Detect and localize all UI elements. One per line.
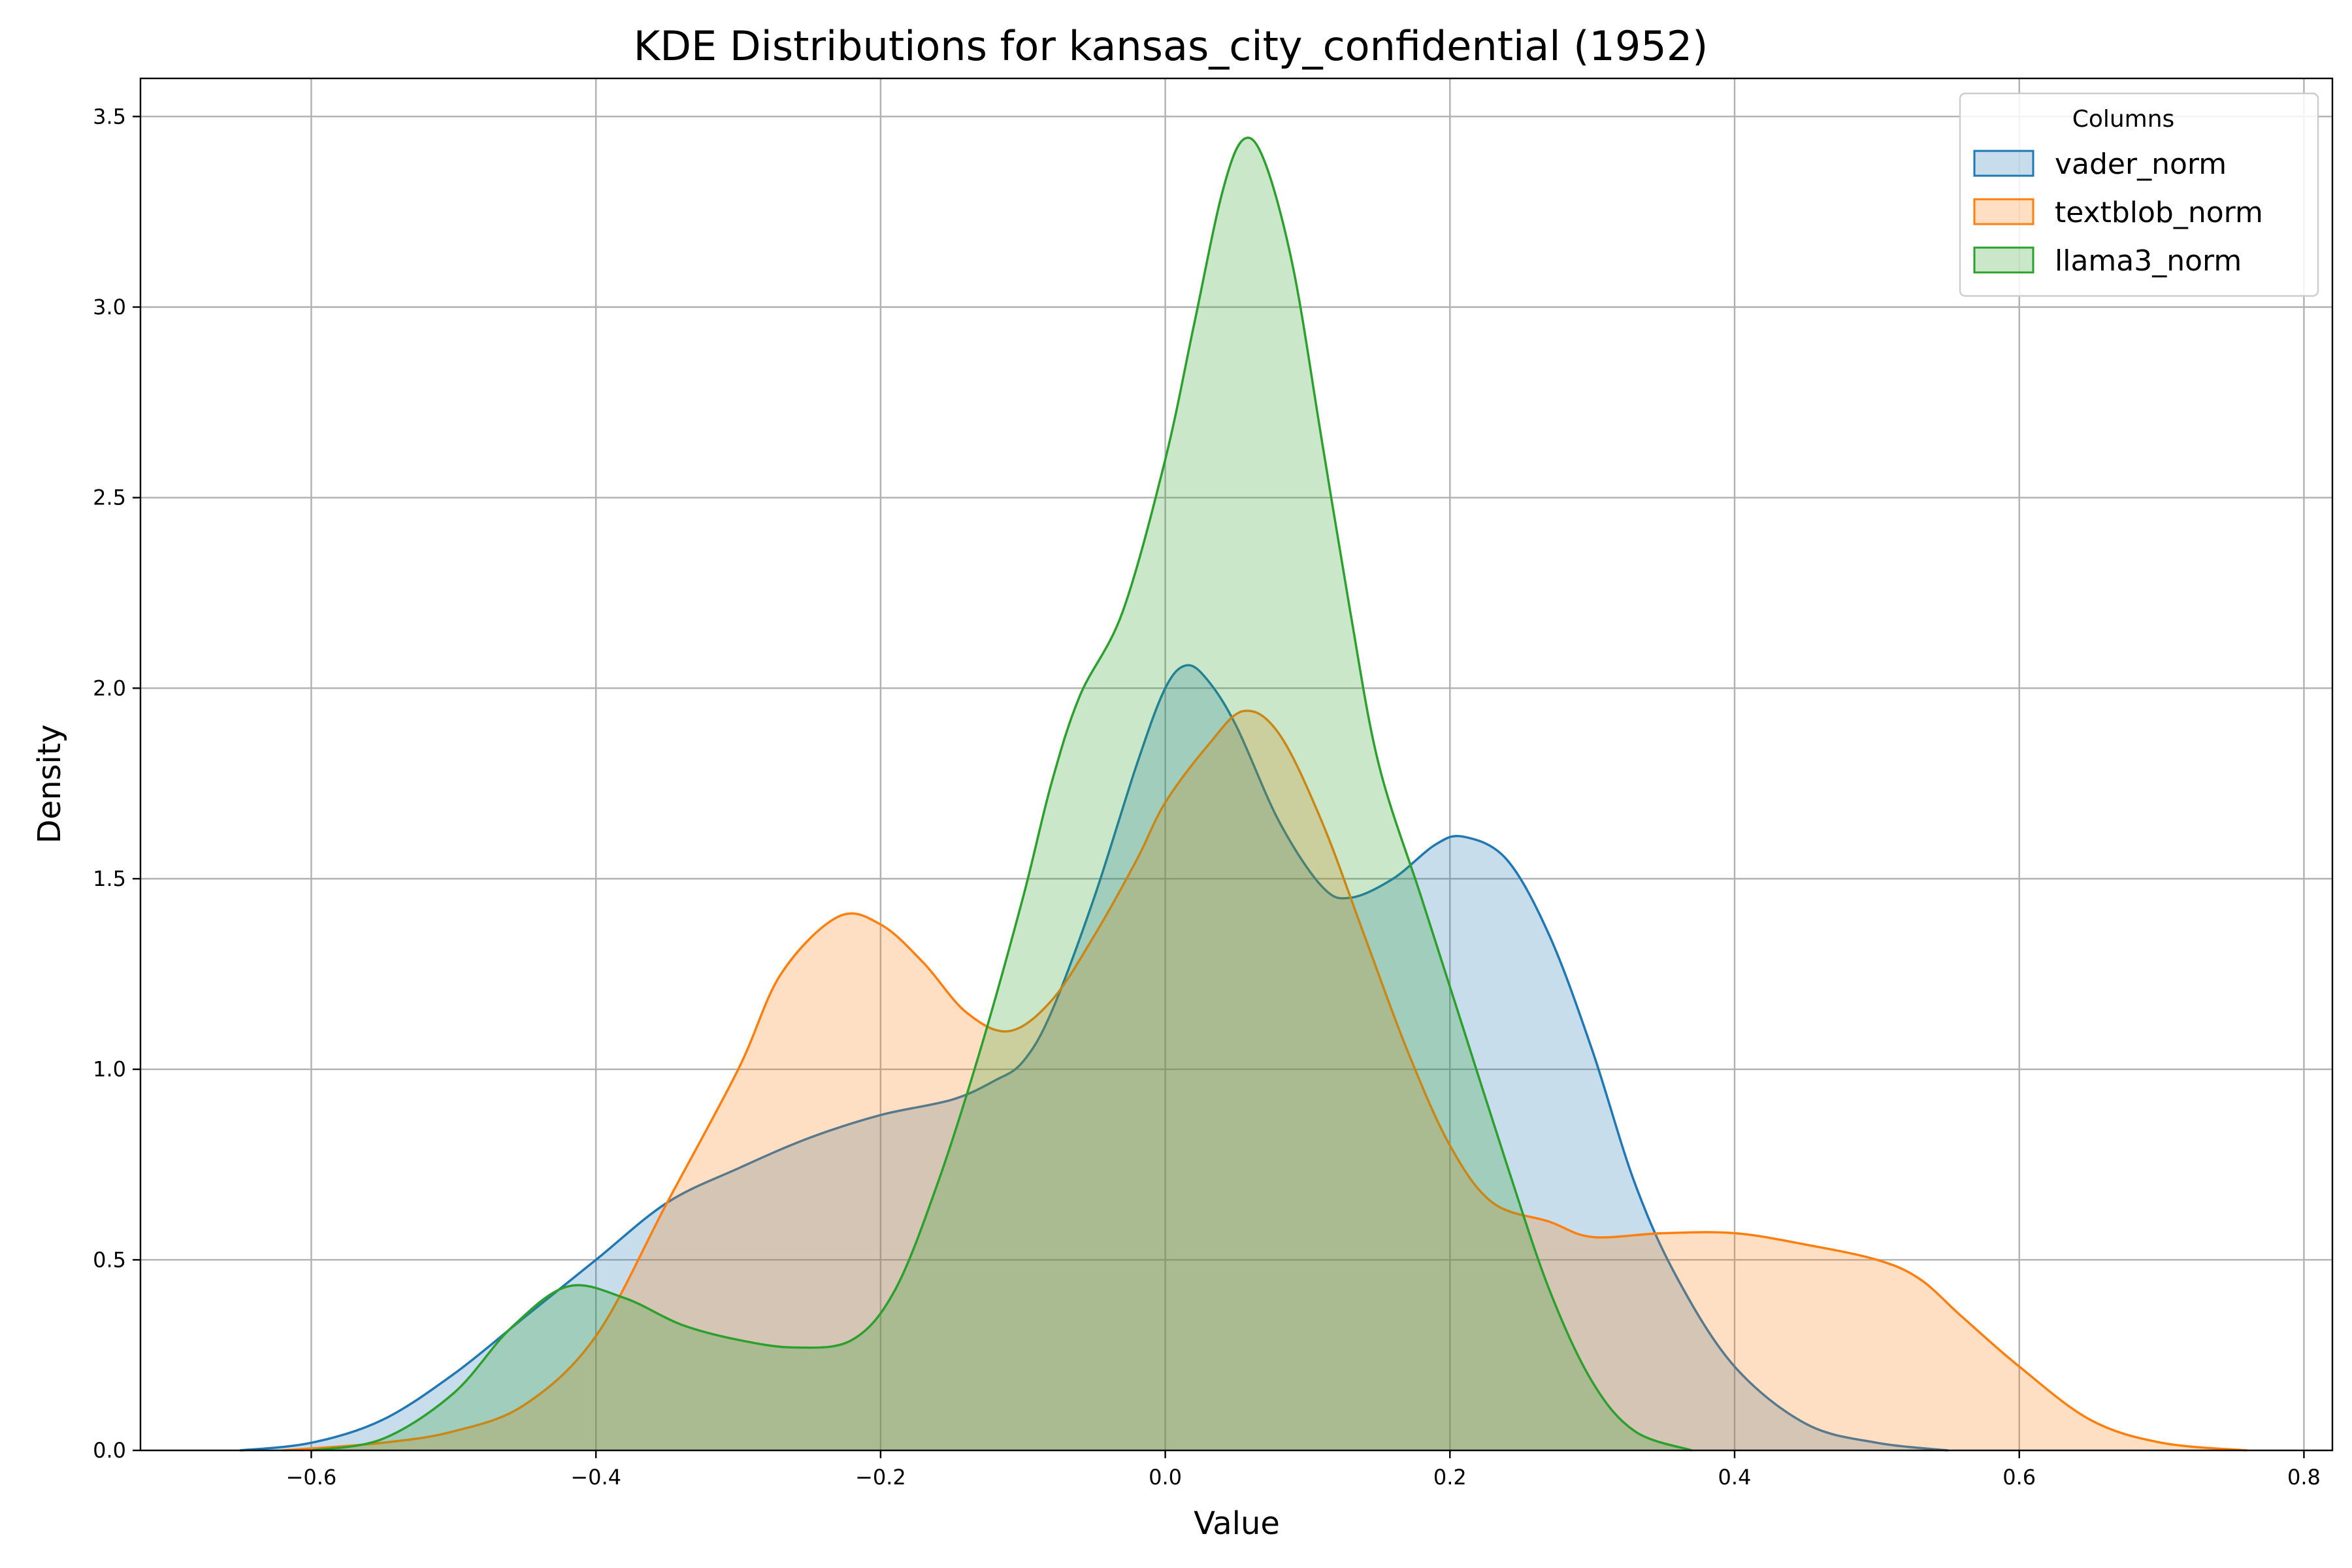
x-tick-label: −0.6 — [286, 1465, 337, 1490]
line-textblob_norm — [282, 710, 2247, 1452]
plot-frame — [139, 77, 2334, 1452]
line-vader_norm — [240, 664, 1948, 1452]
legend-label-llama3_norm: llama3_norm — [2055, 244, 2242, 278]
x-tick-label: 0.0 — [1149, 1465, 1182, 1490]
legend-title: Columns — [2072, 106, 2175, 133]
legend-swatch-textblob_norm — [1973, 198, 2034, 225]
area-vader_norm — [240, 665, 1948, 1450]
y-tick-label: 3.5 — [93, 104, 126, 129]
y-tick-label: 2.5 — [93, 485, 126, 510]
x-tick-label: 0.6 — [2002, 1465, 2036, 1490]
y-tick-label: 1.0 — [93, 1057, 126, 1082]
x-tick-label: −0.4 — [570, 1465, 621, 1490]
x-axis-title: Value — [1194, 1505, 1280, 1542]
axes-layer — [139, 77, 2334, 1452]
chart-title: KDE Distributions for kansas_city_confid… — [634, 22, 1708, 70]
area-llama3_norm — [311, 137, 1692, 1451]
legend-label-vader_norm: vader_norm — [2055, 148, 2227, 181]
legend-label-textblob_norm: textblob_norm — [2055, 196, 2263, 229]
y-tick-label: 3.0 — [93, 295, 126, 319]
x-tick-label: 0.8 — [2287, 1465, 2321, 1490]
legend-swatch-llama3_norm — [1973, 246, 2034, 274]
x-tick-label: 0.4 — [1718, 1465, 1752, 1490]
legend: Columns vader_norm textblob_norm llama3_nor… — [1959, 92, 2319, 297]
y-axis-title: Density — [31, 725, 68, 843]
tick-layer: −0.6 −0.4 −0.2 0.0 0.2 0.4 0.6 0.8 0.0 0.5 1.0 1.5 2… — [93, 104, 2321, 1490]
area-textblob_norm — [282, 710, 2247, 1450]
x-tick-label: 0.2 — [1433, 1465, 1467, 1490]
series-layer — [240, 137, 2247, 1452]
line-llama3_norm — [311, 137, 1693, 1452]
y-tick-label: 0.0 — [93, 1438, 126, 1463]
y-tick-label: 1.5 — [93, 866, 126, 891]
legend-box — [1959, 92, 2319, 297]
y-tick-label: 0.5 — [93, 1247, 126, 1272]
x-tick-label: −0.2 — [855, 1465, 906, 1490]
y-tick-label: 2.0 — [93, 676, 126, 700]
legend-swatch-vader_norm — [1973, 150, 2034, 177]
